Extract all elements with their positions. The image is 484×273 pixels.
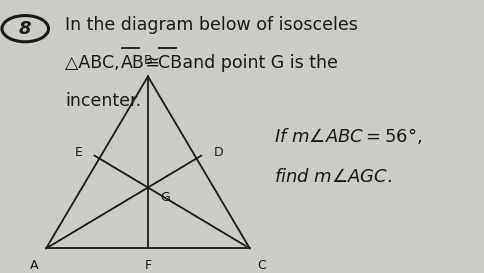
Text: AB: AB: [121, 54, 145, 72]
Text: C: C: [257, 259, 266, 272]
Text: G: G: [160, 191, 169, 204]
Text: D: D: [213, 146, 223, 159]
Text: F: F: [144, 259, 151, 272]
Text: and point G is the: and point G is the: [176, 54, 337, 72]
Text: 8: 8: [19, 20, 31, 38]
Text: B: B: [143, 54, 152, 67]
Text: △ABC,: △ABC,: [65, 54, 125, 72]
Text: In the diagram below of isosceles: In the diagram below of isosceles: [65, 16, 358, 34]
Text: ≅: ≅: [139, 54, 165, 72]
Text: incenter.: incenter.: [65, 92, 141, 110]
Text: A: A: [30, 259, 38, 272]
Text: If $m\angle ABC = 56°,$: If $m\angle ABC = 56°,$: [273, 126, 422, 147]
Text: find $m\angle AGC.$: find $m\angle AGC.$: [273, 168, 392, 186]
Text: E: E: [75, 146, 82, 159]
Text: CB: CB: [158, 54, 182, 72]
